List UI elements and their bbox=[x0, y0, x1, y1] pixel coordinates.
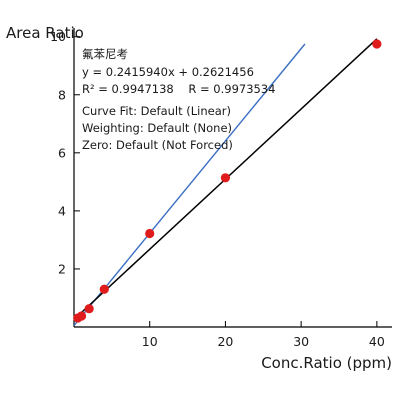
fit-equation: y = 0.2415940x + 0.2621456 bbox=[82, 65, 254, 79]
y-tick-label: 8 bbox=[58, 87, 66, 102]
data-point bbox=[76, 311, 87, 321]
points-layer bbox=[73, 39, 382, 323]
compound-name: 氟苯尼考 bbox=[82, 47, 128, 61]
x-tick-label: 10 bbox=[142, 334, 158, 349]
x-axis-title: Conc.Ratio (ppm) bbox=[261, 354, 392, 372]
y-tick-label: 4 bbox=[58, 203, 66, 218]
fit-annotation: 氟苯尼考 y = 0.2415940x + 0.2621456 R² = 0.9… bbox=[82, 47, 275, 152]
x-tick-label: 30 bbox=[293, 334, 309, 349]
y-tick-label: 6 bbox=[58, 145, 66, 160]
data-point bbox=[84, 304, 94, 314]
data-point bbox=[99, 284, 109, 294]
x-tick-label: 20 bbox=[217, 334, 233, 349]
data-point bbox=[372, 39, 382, 49]
reference-line bbox=[73, 43, 306, 326]
y-tick-label: 10 bbox=[50, 29, 66, 44]
zero-label: Zero: Default (Not Forced) bbox=[82, 138, 233, 152]
y-ticks: 2 4 6 8 10 bbox=[50, 29, 80, 276]
y-axis-title: Area Ratio bbox=[6, 24, 84, 42]
y-tick-label: 2 bbox=[58, 261, 66, 276]
data-point bbox=[145, 228, 155, 239]
data-point bbox=[220, 173, 231, 183]
r-values: R² = 0.9947138 R = 0.9973534 bbox=[82, 82, 275, 96]
x-ticks: 10 20 30 40 bbox=[142, 321, 385, 349]
x-tick-label: 40 bbox=[369, 334, 385, 349]
curve-fit-label: Curve Fit: Default (Linear) bbox=[82, 104, 231, 118]
weighting-label: Weighting: Default (None) bbox=[82, 121, 232, 135]
